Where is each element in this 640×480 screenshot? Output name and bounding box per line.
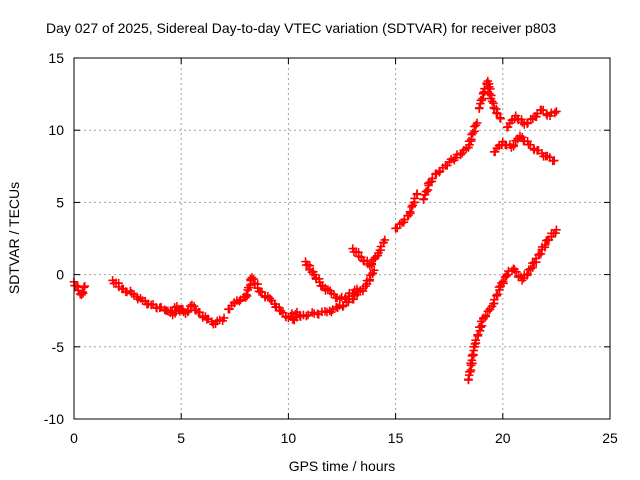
y-tick-label: 10 <box>48 122 64 138</box>
y-tick-label: 5 <box>56 194 64 210</box>
data-point <box>219 313 229 323</box>
data-point <box>78 287 87 297</box>
data-point <box>235 296 244 306</box>
data-point <box>532 112 541 122</box>
data-point <box>446 154 456 164</box>
x-tick-label: 0 <box>70 430 78 446</box>
data-point <box>552 107 561 116</box>
data-point <box>493 109 502 118</box>
data-point <box>492 291 501 300</box>
data-points <box>69 76 561 385</box>
data-point <box>349 289 358 298</box>
data-point <box>369 265 379 275</box>
data-point <box>428 174 437 183</box>
y-tick-label: 0 <box>56 267 64 283</box>
y-axis-label: SDTVAR / TECUs <box>6 182 22 294</box>
data-point <box>474 103 484 113</box>
x-tick-label: 5 <box>177 430 185 446</box>
data-point <box>523 269 532 279</box>
data-point <box>352 284 362 294</box>
data-point <box>464 375 473 384</box>
data-point <box>551 228 560 238</box>
data-point <box>496 114 505 123</box>
y-tick-label: -5 <box>52 339 65 355</box>
data-point <box>552 225 561 235</box>
data-point <box>532 109 542 118</box>
axes-ticks: 0 5 10 15 20 25 -10 -5 0 5 10 15 <box>44 50 618 446</box>
data-point <box>419 194 429 204</box>
data-point <box>472 118 482 128</box>
data-point <box>549 156 559 165</box>
data-point <box>242 290 251 299</box>
data-point <box>493 290 502 299</box>
grid <box>74 58 610 419</box>
data-point <box>249 274 258 284</box>
chart-title: Day 027 of 2025, Sidereal Day-to-day VTE… <box>46 20 556 36</box>
data-point <box>412 189 422 199</box>
x-axis-label: GPS time / hours <box>289 458 396 474</box>
data-point <box>380 235 390 245</box>
data-point <box>538 105 548 115</box>
data-point <box>405 207 415 217</box>
data-point <box>536 249 546 259</box>
data-point <box>122 287 132 297</box>
data-point <box>540 240 550 250</box>
plot-frame <box>73 57 611 420</box>
data-point <box>502 270 512 279</box>
data-point <box>526 140 535 150</box>
y-tick-label: 15 <box>48 50 64 66</box>
data-point <box>468 350 477 359</box>
y-tick-label: -10 <box>44 411 64 427</box>
data-point <box>534 145 543 155</box>
data-point <box>183 306 193 315</box>
data-point <box>471 335 480 345</box>
data-point <box>479 88 488 97</box>
data-point <box>80 281 90 291</box>
x-tick-label: 20 <box>495 430 511 446</box>
x-tick-label: 10 <box>281 430 297 446</box>
x-tick-label: 15 <box>388 430 404 446</box>
x-tick-label: 25 <box>602 430 618 446</box>
data-point <box>498 277 508 286</box>
data-point <box>485 84 495 94</box>
